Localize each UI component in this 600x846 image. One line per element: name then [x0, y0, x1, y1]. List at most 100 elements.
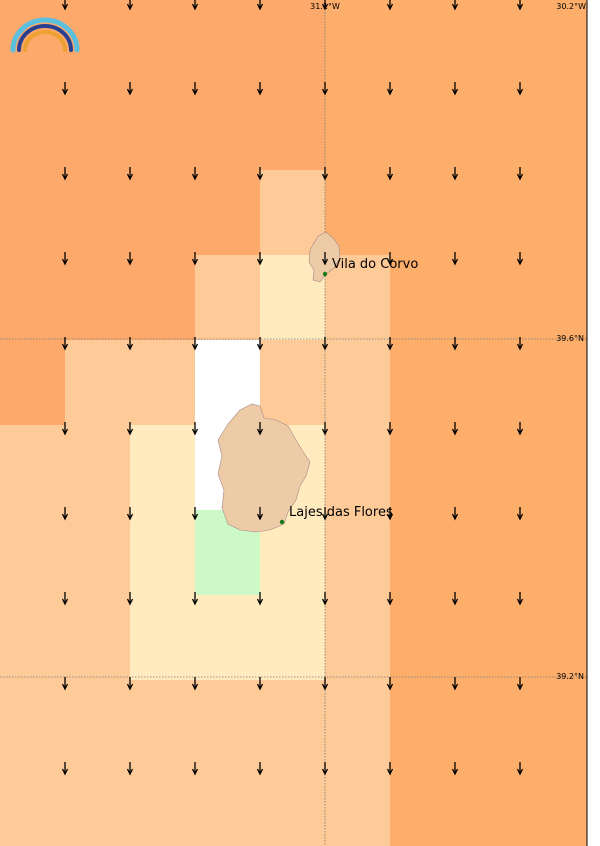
cell [520, 680, 588, 766]
place-marker [279, 519, 285, 525]
arrow [516, 677, 524, 691]
cell [325, 510, 391, 596]
cell [390, 510, 456, 596]
arrow [321, 167, 329, 181]
cell [65, 170, 131, 256]
latitude-label: 39.6°N [556, 334, 584, 343]
arrow [191, 0, 199, 11]
cell [260, 340, 326, 426]
arrow [321, 592, 329, 606]
cell [65, 595, 131, 681]
arrow [256, 762, 264, 776]
arrow [386, 252, 394, 266]
cell [0, 680, 66, 766]
arrow [516, 762, 524, 776]
arrow [321, 762, 329, 776]
arrow [61, 422, 69, 436]
cell [0, 170, 66, 256]
arrow [256, 0, 264, 11]
cell [520, 595, 588, 681]
cell [325, 425, 391, 511]
cell [195, 0, 261, 86]
cell [325, 255, 391, 341]
arrow [451, 507, 459, 521]
cell [260, 0, 326, 86]
arrow [256, 507, 264, 521]
arrow [386, 0, 394, 11]
cell [65, 510, 131, 596]
arrow [321, 677, 329, 691]
cell [0, 340, 66, 426]
arrow [61, 0, 69, 11]
cell [65, 255, 131, 341]
cell [260, 680, 326, 766]
arrow [516, 167, 524, 181]
cell [390, 425, 456, 511]
cell [520, 0, 588, 86]
place-label: Lajes das Flores [289, 505, 393, 520]
arrow [386, 422, 394, 436]
cell [520, 765, 588, 846]
cell [325, 765, 391, 846]
cell [130, 340, 196, 426]
wave-direction-arrows [61, 0, 524, 776]
cell [195, 170, 261, 256]
arrow [191, 82, 199, 96]
cell [455, 595, 521, 681]
cell [260, 595, 326, 681]
arrow [386, 82, 394, 96]
cell [390, 340, 456, 426]
cell [0, 510, 66, 596]
cell [390, 255, 456, 341]
arrow [126, 592, 134, 606]
arrow [386, 592, 394, 606]
arrow [321, 337, 329, 351]
arrow [386, 507, 394, 521]
arrow [321, 422, 329, 436]
cell [0, 595, 66, 681]
arrow [516, 507, 524, 521]
cell [195, 765, 261, 846]
arrow [126, 422, 134, 436]
arrow [451, 252, 459, 266]
cell [0, 765, 66, 846]
arrow [256, 422, 264, 436]
arrow [61, 167, 69, 181]
arrow [451, 0, 459, 11]
cell [325, 680, 391, 766]
arrow [386, 677, 394, 691]
cell [455, 170, 521, 256]
cell [65, 425, 131, 511]
arrow [516, 0, 524, 11]
arrow [256, 167, 264, 181]
cell [520, 85, 588, 171]
arrow [126, 337, 134, 351]
cell [455, 425, 521, 511]
arrow [191, 592, 199, 606]
arrow [126, 82, 134, 96]
cell [390, 765, 456, 846]
cell [130, 170, 196, 256]
arrow [61, 762, 69, 776]
arrow [256, 337, 264, 351]
arrow [451, 677, 459, 691]
place-label: Vila do Corvo [332, 257, 418, 272]
cell [130, 595, 196, 681]
logo [10, 17, 80, 53]
cell [130, 425, 196, 511]
cell [520, 255, 588, 341]
arrow [321, 82, 329, 96]
cell [455, 255, 521, 341]
arrow [256, 592, 264, 606]
cell [130, 680, 196, 766]
cell [130, 510, 196, 596]
cell [390, 680, 456, 766]
cell [325, 340, 391, 426]
cell [260, 765, 326, 846]
cell [130, 0, 196, 86]
arrow [516, 337, 524, 351]
arrow [256, 82, 264, 96]
place-marker [322, 271, 328, 277]
latitude-label: 39.2°N [556, 672, 584, 681]
cell [0, 425, 66, 511]
